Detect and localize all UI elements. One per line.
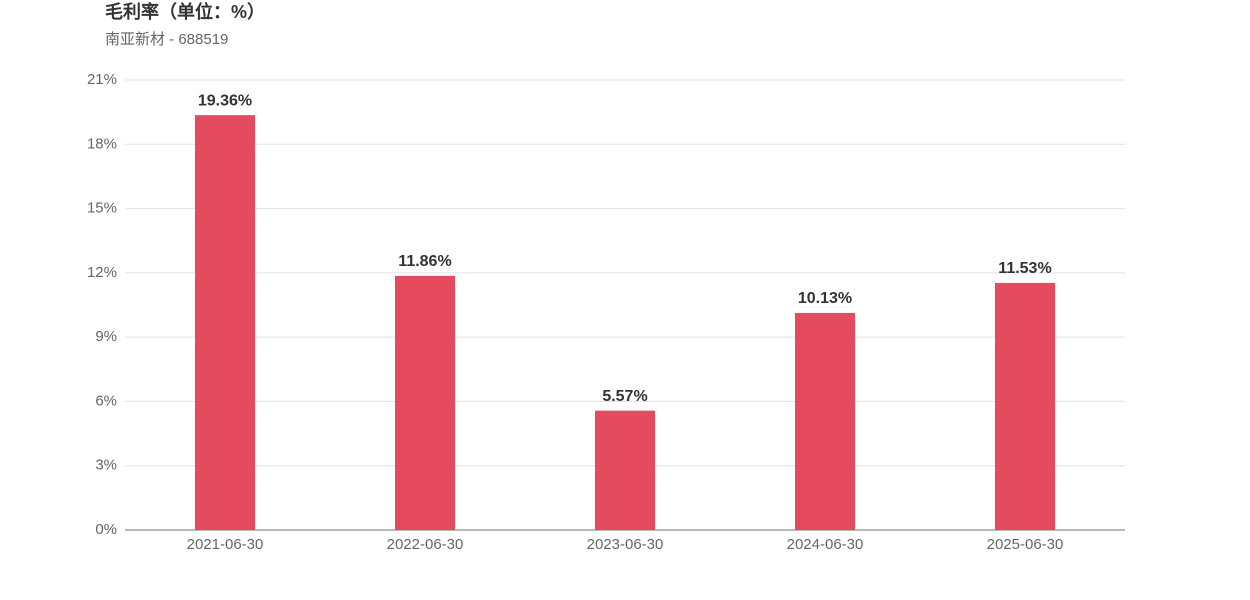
value-label: 10.13% — [798, 290, 852, 307]
bar — [195, 115, 255, 531]
x-tick-label: 2023-06-30 — [587, 536, 664, 553]
y-tick-label: 12% — [87, 264, 117, 281]
value-label: 11.86% — [398, 253, 451, 270]
x-tick-label: 2021-06-30 — [187, 536, 264, 553]
y-tick-label: 9% — [95, 328, 117, 345]
y-tick-label: 21% — [87, 71, 117, 88]
value-label: 19.36% — [198, 92, 252, 109]
x-tick-label: 2025-06-30 — [987, 536, 1064, 553]
chart-subtitle: 南亚新材 - 688519 — [105, 31, 228, 48]
y-tick-label: 0% — [95, 521, 117, 538]
bar — [795, 312, 855, 530]
x-tick-label: 2024-06-30 — [787, 536, 864, 553]
value-label: 11.53% — [998, 260, 1051, 277]
bar — [595, 410, 655, 530]
y-tick-label: 3% — [95, 457, 117, 474]
y-tick-label: 15% — [87, 200, 117, 217]
x-tick-label: 2022-06-30 — [387, 536, 464, 553]
chart-title: 毛利率（单位：%） — [105, 1, 265, 22]
y-tick-label: 18% — [87, 135, 117, 152]
bar — [995, 282, 1055, 530]
value-label: 5.57% — [602, 388, 647, 405]
bar — [395, 275, 455, 530]
y-tick-label: 6% — [95, 392, 117, 409]
